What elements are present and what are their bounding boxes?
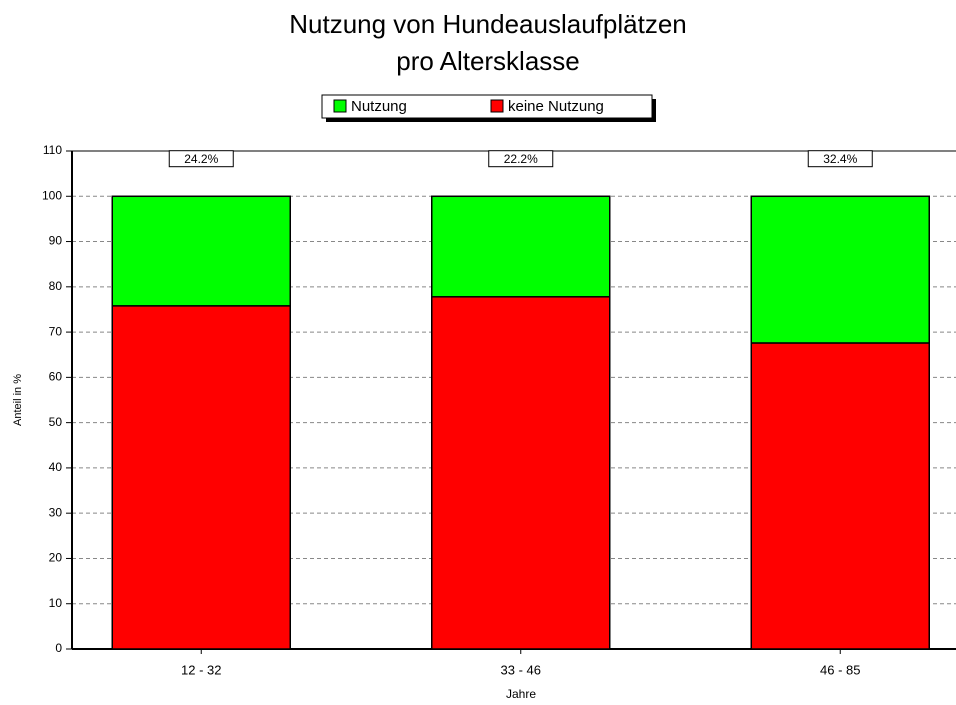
y-tick-label: 80 bbox=[49, 279, 63, 293]
value-label-box bbox=[488, 150, 554, 168]
x-tick-label: 12 - 32 bbox=[181, 662, 221, 677]
y-tick-label: 90 bbox=[49, 234, 63, 248]
y-tick-label: 40 bbox=[49, 460, 63, 474]
y-tick-label: 110 bbox=[43, 143, 62, 157]
value-label-box bbox=[807, 150, 873, 168]
y-tick-label: 20 bbox=[49, 551, 63, 565]
bar-segment bbox=[431, 296, 611, 650]
y-tick-label: 0 bbox=[55, 641, 62, 655]
bar-segment bbox=[750, 195, 930, 344]
value-label-box bbox=[168, 150, 234, 168]
y-tick-label: 30 bbox=[49, 505, 63, 519]
legend-box bbox=[321, 94, 653, 119]
legend-label: Nutzung bbox=[351, 98, 407, 115]
x-tick-label: 33 - 46 bbox=[501, 662, 541, 677]
legend-label: keine Nutzung bbox=[508, 98, 604, 115]
legend-swatch bbox=[490, 99, 504, 113]
y-tick-label: 10 bbox=[49, 596, 63, 610]
value-label: 22.2% bbox=[504, 152, 538, 166]
y-tick-label: 100 bbox=[42, 188, 62, 202]
bar-segment bbox=[111, 305, 291, 650]
x-tick-label: 46 - 85 bbox=[820, 662, 860, 677]
chart-title: pro Altersklasse bbox=[396, 46, 580, 76]
y-axis-label: Anteil in % bbox=[12, 374, 24, 426]
bar-segment bbox=[431, 195, 611, 298]
y-tick-label: 50 bbox=[49, 415, 63, 429]
chart-title: Nutzung von Hundeauslaufplätzen bbox=[289, 9, 687, 39]
bar-segment bbox=[111, 195, 291, 307]
bar-segment bbox=[750, 342, 930, 650]
value-label: 24.2% bbox=[184, 152, 218, 166]
x-axis-label: Jahre bbox=[506, 687, 536, 701]
y-tick-label: 70 bbox=[49, 324, 63, 338]
value-label: 32.4% bbox=[823, 152, 857, 166]
legend-swatch bbox=[333, 99, 347, 113]
y-tick-label: 60 bbox=[49, 370, 63, 384]
